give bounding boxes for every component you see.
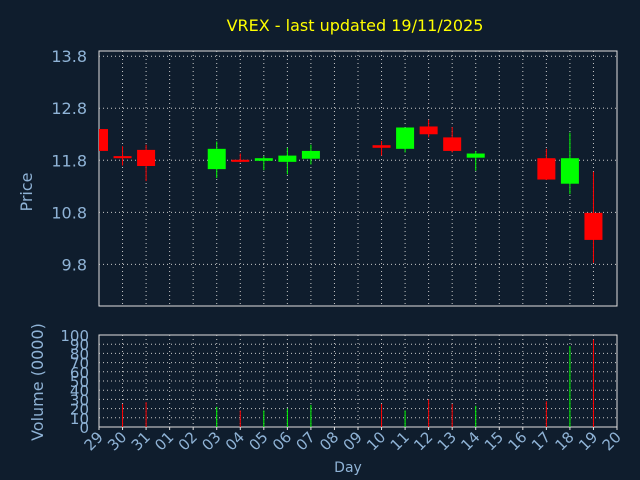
volume-tick-label: 20 (70, 401, 89, 419)
x-tick-label: 14 (457, 428, 483, 454)
volume-tick-label: 50 (70, 373, 89, 391)
price-tick-label: 11.8 (51, 151, 87, 170)
price-axis-label: Price (17, 172, 36, 211)
x-axis-label: Day (334, 460, 362, 476)
price-tick-label: 12.8 (51, 99, 87, 118)
price-tick-label: 9.8 (62, 255, 87, 274)
candle-body (231, 159, 250, 162)
x-tick-label: 01 (151, 428, 177, 454)
volume-tick-label: 60 (70, 364, 89, 382)
price-tick-label: 10.8 (51, 203, 87, 222)
volume-axis-label: Volume (0000) (28, 323, 47, 441)
x-axis: 2930310102030405060708091011121314151617… (81, 427, 625, 454)
candle-body (137, 149, 156, 167)
candle-body (301, 150, 320, 159)
x-tick-label: 31 (128, 428, 154, 454)
candle-body (560, 158, 579, 184)
x-tick-label: 03 (198, 428, 224, 454)
candle-body (99, 129, 108, 151)
candle-body (396, 127, 415, 149)
candle-body (419, 126, 438, 135)
candle-body (207, 148, 226, 170)
x-tick-label: 15 (481, 428, 507, 454)
volume-tick-label: 30 (70, 391, 89, 409)
candle-body (443, 137, 462, 151)
x-tick-label: 20 (599, 428, 625, 454)
x-tick-label: 10 (363, 428, 389, 454)
x-tick-label: 18 (552, 428, 578, 454)
candle-body (584, 212, 603, 240)
x-tick-label: 16 (504, 428, 530, 454)
candle-body (537, 158, 556, 180)
x-tick-label: 19 (575, 428, 601, 454)
x-tick-label: 02 (175, 428, 201, 454)
x-tick-label: 12 (410, 428, 436, 454)
x-tick-label: 05 (245, 428, 271, 454)
candle-body (466, 153, 485, 158)
x-tick-label: 11 (387, 428, 413, 454)
chart-title: VREX - last updated 19/11/2025 (227, 16, 484, 35)
candle-body (113, 156, 132, 159)
volume-tick-label: 0 (79, 419, 89, 437)
price-panel: 13.8 12.8 11.8 10.8 9.8 (51, 47, 618, 307)
x-tick-label: 30 (104, 428, 130, 454)
x-tick-label: 08 (316, 428, 342, 454)
candle-body (278, 155, 297, 162)
volume-tick-label: 100 (60, 327, 89, 345)
volume-tick-label: 90 (70, 336, 89, 354)
x-tick-label: 04 (222, 428, 248, 454)
x-tick-label: 09 (340, 428, 366, 454)
volume-tick-label: 40 (70, 382, 89, 400)
volume-tick-label: 10 (70, 410, 89, 428)
candle-body (254, 158, 273, 161)
candles (99, 119, 603, 263)
x-tick-label: 13 (434, 428, 460, 454)
x-tick-label: 17 (528, 428, 554, 454)
volume-tick-label: 70 (70, 355, 89, 373)
x-tick-label: 07 (293, 428, 319, 454)
volume-tick-label: 80 (70, 345, 89, 363)
candle-body (372, 145, 391, 148)
price-tick-label: 13.8 (51, 47, 87, 66)
x-tick-label: 06 (269, 428, 295, 454)
